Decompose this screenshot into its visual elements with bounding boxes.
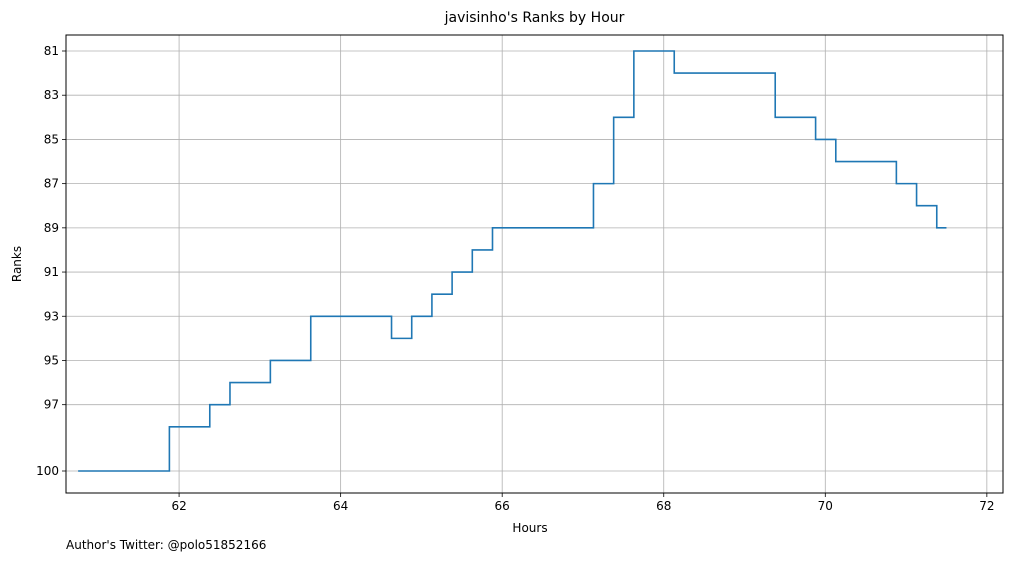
gridlines [66, 35, 1003, 493]
x-tick-label: 62 [171, 499, 186, 513]
y-tick-label: 97 [44, 398, 59, 412]
chart-title: javisinho's Ranks by Hour [444, 10, 625, 26]
y-tick-label: 91 [44, 265, 59, 279]
y-tick-label: 83 [44, 88, 59, 102]
y-tick-label: 100 [36, 464, 59, 478]
x-tick-label: 64 [333, 499, 348, 513]
series-layer [78, 50, 947, 472]
x-axis-label: Hours [512, 521, 547, 535]
y-tick-label: 95 [44, 353, 59, 367]
y-tick-label: 85 [44, 132, 59, 146]
x-tick-label: 66 [495, 499, 510, 513]
plot-frame [65, 34, 1004, 494]
y-tick-label: 87 [44, 177, 59, 191]
plot-background [66, 35, 1003, 493]
author-credit: Author's Twitter: @polo51852166 [66, 538, 267, 552]
x-tick-label: 68 [656, 499, 671, 513]
y-tick-label: 81 [44, 44, 59, 58]
rank-step-line [78, 50, 947, 472]
y-tick-label: 89 [44, 221, 59, 235]
y-axis-label: Ranks [10, 246, 24, 282]
y-tick-label: 93 [44, 309, 59, 323]
x-tick-label: 70 [818, 499, 833, 513]
x-tick-label: 72 [979, 499, 994, 513]
ticks: 62 64 66 68 70 72 81 83 85 87 89 91 93 95 97 100 [36, 44, 994, 513]
